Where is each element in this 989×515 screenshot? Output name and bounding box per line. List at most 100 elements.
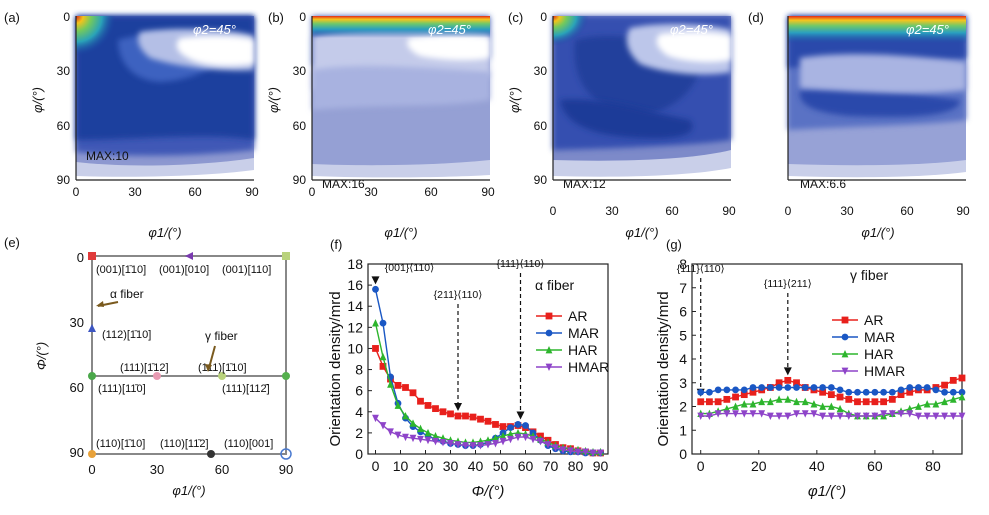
data-point-har bbox=[417, 424, 424, 433]
data-point-har bbox=[775, 395, 783, 403]
data-point-ar bbox=[447, 410, 454, 418]
data-point-hmar bbox=[793, 410, 800, 418]
y-tick-label: 4 bbox=[679, 351, 687, 367]
data-point-hmar bbox=[409, 434, 417, 443]
orientation-labels: (001)[1̄10] (001)[010] (001)[110] (112)[… bbox=[96, 264, 273, 450]
legend-label: MAR bbox=[568, 325, 599, 341]
data-point-hmar bbox=[529, 435, 537, 444]
data-point-har bbox=[499, 432, 507, 440]
y-axis-label: φ/(°) bbox=[507, 87, 522, 113]
x-tick-label: 30 bbox=[150, 462, 164, 477]
data-point-hmar bbox=[915, 412, 922, 420]
y-ticks: 0 30 60 90 bbox=[293, 10, 307, 187]
data-point-har bbox=[941, 397, 948, 406]
data-point-har bbox=[793, 397, 800, 406]
x-axis-label: φ1/(°) bbox=[808, 483, 846, 500]
data-point-ar bbox=[871, 398, 879, 406]
data-point-hmar bbox=[537, 437, 544, 446]
data-point-hmar bbox=[417, 435, 424, 444]
y-axis-label: Orientation density/mrd bbox=[327, 291, 344, 446]
data-point-hmar bbox=[714, 410, 722, 418]
panel-label: (c) bbox=[508, 10, 523, 25]
chart-f: (f) 0 10 20 30 40 50 60 70 80 90 0 2 4 6 8 10 12 14 16 18 Φ/… bbox=[327, 237, 609, 500]
orientation-label: (111)[1̄12] bbox=[120, 362, 169, 374]
x-tick-label: 90 bbox=[722, 204, 736, 218]
odf-contour-map bbox=[76, 16, 254, 179]
y-tick-label: 30 bbox=[293, 64, 307, 78]
y-ticks: 0 30 60 90 bbox=[534, 10, 548, 187]
x-tick-label: 80 bbox=[925, 458, 941, 474]
odf-contour-map bbox=[312, 16, 490, 179]
data-point-har bbox=[379, 352, 387, 361]
data-point-ar bbox=[402, 384, 409, 391]
data-point-har bbox=[923, 400, 931, 408]
data-point-hmar bbox=[574, 448, 582, 456]
annotation-arrowhead bbox=[516, 411, 525, 420]
data-point-hmar bbox=[941, 412, 948, 420]
legend-label: HMAR bbox=[568, 359, 609, 375]
marker bbox=[207, 450, 215, 458]
y-tick-label: 90 bbox=[57, 173, 71, 187]
orientation-label: (001)[110] bbox=[222, 264, 271, 276]
data-point-ar bbox=[372, 345, 379, 352]
data-point-mar bbox=[862, 388, 870, 396]
data-point-ar bbox=[462, 412, 469, 420]
panel-label: (d) bbox=[748, 10, 764, 25]
data-point-mar bbox=[372, 285, 379, 293]
y-tick-label: 0 bbox=[540, 10, 547, 24]
orientation-label: (112)[1̄10] bbox=[102, 329, 151, 341]
data-point-har bbox=[432, 432, 439, 440]
x-tick-label: 0 bbox=[697, 458, 705, 474]
data-point-mar bbox=[522, 422, 529, 429]
data-point-ar bbox=[469, 413, 477, 421]
data-point-har bbox=[409, 419, 417, 427]
data-point-mar bbox=[706, 388, 713, 396]
marker bbox=[88, 372, 96, 380]
y-tick-label: 30 bbox=[534, 64, 548, 78]
x-ticks: 0 30 60 90 bbox=[88, 462, 293, 477]
data-point-har bbox=[749, 400, 757, 408]
y-tick-label: 90 bbox=[70, 445, 84, 460]
annotation-arrowhead bbox=[454, 403, 462, 411]
y-ticks: 0 30 60 90 bbox=[70, 250, 84, 460]
data-point-hmar bbox=[862, 412, 870, 420]
data-point-mar bbox=[932, 386, 940, 394]
data-point-ar bbox=[749, 388, 757, 396]
y-axis-label: φ/(°) bbox=[266, 87, 281, 113]
x-tick-label: 20 bbox=[418, 458, 434, 474]
data-point-hmar bbox=[932, 412, 940, 420]
orientation-markers bbox=[88, 252, 292, 460]
alpha-arrow-head bbox=[96, 301, 104, 307]
data-point-mar bbox=[514, 421, 522, 428]
data-point-mar bbox=[845, 388, 853, 396]
x-tick-label: 90 bbox=[245, 185, 259, 199]
x-tick-label: 60 bbox=[665, 204, 679, 218]
legend-marker bbox=[841, 316, 849, 324]
odf-contour-map bbox=[553, 16, 731, 179]
data-point-ar bbox=[880, 398, 888, 406]
data-point-hmar bbox=[827, 412, 835, 420]
legend-label: HAR bbox=[864, 346, 894, 362]
data-point-har bbox=[949, 395, 957, 403]
x-tick-label: 60 bbox=[424, 185, 438, 199]
panel-label: (b) bbox=[268, 10, 284, 25]
data-point-ar bbox=[706, 398, 713, 406]
data-point-hmar bbox=[810, 410, 818, 418]
x-axis-label: φ1/(°) bbox=[148, 225, 181, 240]
panel-label: (e) bbox=[4, 235, 20, 250]
x-tick-label: 90 bbox=[481, 185, 495, 199]
data-point-ar bbox=[439, 408, 447, 416]
data-point-har bbox=[958, 393, 966, 401]
legend-marker bbox=[841, 350, 849, 358]
annotation-arrowhead bbox=[783, 367, 792, 376]
data-point-ar bbox=[409, 389, 417, 397]
data-point-mar bbox=[775, 384, 783, 391]
data-point-hmar bbox=[775, 412, 783, 420]
data-point-ar bbox=[827, 391, 835, 399]
data-point-hmar bbox=[740, 410, 748, 418]
x-axis-label: Φ/(°) bbox=[472, 483, 505, 500]
data-point-hmar bbox=[749, 410, 757, 418]
gamma-fiber-label: γ fiber bbox=[205, 329, 238, 343]
y-tick-label: 14 bbox=[347, 298, 363, 314]
marker bbox=[282, 252, 290, 260]
